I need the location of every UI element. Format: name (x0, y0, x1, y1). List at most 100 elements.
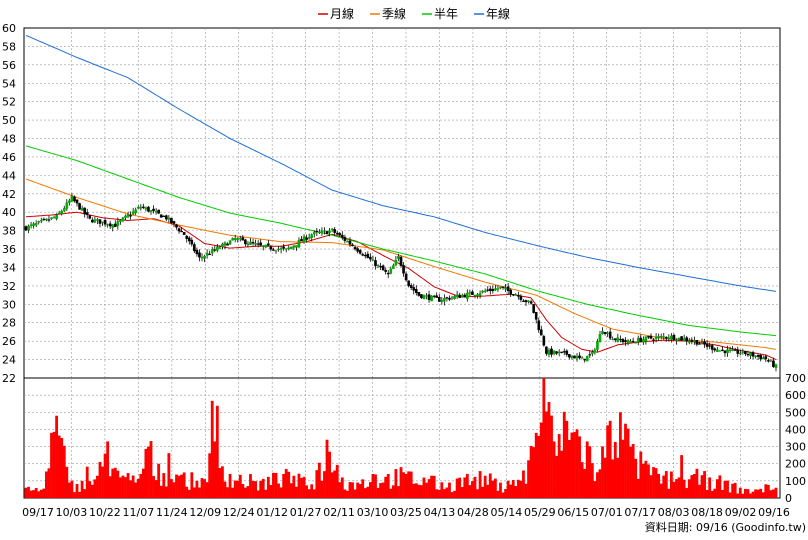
volume-bar (409, 471, 413, 498)
candle-body (42, 218, 46, 221)
volume-bar (338, 482, 342, 498)
candle-body (320, 230, 324, 234)
candle-body (134, 209, 137, 213)
candle-body (259, 242, 262, 246)
volume-bar (504, 488, 507, 498)
volume-bar (682, 479, 686, 498)
volume-bar (284, 468, 288, 498)
candle-body (126, 214, 130, 217)
volume-bar (37, 491, 41, 498)
candle-body (198, 252, 201, 258)
volume-bar (231, 487, 235, 498)
volume-bar (659, 483, 663, 498)
volume-bar (425, 482, 428, 498)
volume-bar (62, 445, 66, 498)
price-tick-label: 32 (2, 280, 16, 293)
volume-bar (565, 420, 569, 498)
volume-bar (391, 485, 395, 498)
candle-body (588, 354, 592, 356)
candle-body (165, 215, 168, 220)
volume-bar (60, 438, 64, 498)
volume-bar (330, 472, 334, 498)
candle-body (562, 351, 566, 353)
volume-bar (323, 471, 326, 498)
volume-bar (652, 467, 655, 498)
volume-bar (241, 484, 245, 498)
volume-bar (90, 484, 94, 498)
volume-bar (731, 483, 735, 498)
candle-body (619, 338, 622, 341)
candle-body (381, 265, 385, 271)
volume-bar (402, 472, 405, 498)
candle-body (343, 236, 347, 241)
candle-body (70, 196, 74, 202)
volume-bar (157, 463, 161, 498)
volume-bar (677, 477, 681, 498)
candle-body (754, 355, 757, 358)
volume-bar (754, 489, 757, 498)
volume-bar (356, 482, 360, 498)
candle-body (570, 355, 574, 358)
candle-body (573, 355, 576, 359)
candle-body (723, 350, 727, 354)
date-tick-label: 01/27 (290, 506, 322, 519)
candle-body (376, 265, 380, 267)
volume-bar (361, 479, 365, 498)
candle-body (624, 340, 627, 343)
volume-bar (756, 489, 760, 498)
volume-bar (596, 472, 599, 498)
price-tick-label: 48 (2, 133, 16, 146)
candle-body (124, 215, 127, 218)
candle-body (29, 224, 33, 226)
volume-bar (542, 378, 546, 498)
candle-body (139, 206, 143, 209)
candle-body (417, 292, 421, 296)
candle-body (565, 350, 569, 355)
candle-body (32, 223, 35, 226)
candle-body (369, 256, 372, 260)
candle-body (746, 353, 750, 356)
candle-body (585, 355, 589, 362)
candle-body (596, 341, 599, 350)
volume-bar (374, 474, 377, 498)
candle-body (481, 290, 484, 293)
candle-body (460, 295, 464, 297)
candle-body (545, 346, 548, 354)
candle-body (279, 248, 283, 250)
candle-body (552, 350, 556, 354)
price-tick-label: 46 (2, 151, 16, 164)
volume-bar (348, 482, 352, 498)
volume-bar (50, 432, 53, 498)
price-tick-label: 58 (2, 40, 16, 53)
volume-tick-label: 400 (785, 423, 806, 436)
candle-body (705, 343, 709, 347)
candle-body (213, 249, 217, 251)
volume-bar (664, 471, 668, 498)
volume-bar (394, 469, 398, 498)
candle-body (550, 348, 553, 355)
candle-body (710, 345, 714, 350)
volume-tick-label: 700 (785, 372, 806, 385)
volume-bar (254, 481, 257, 498)
volume-bar (83, 489, 87, 498)
volume-tick-label: 500 (785, 406, 806, 419)
legend-item: 季線 (370, 6, 406, 21)
volume-bar (144, 448, 148, 498)
candle-body (366, 253, 370, 259)
volume-bar (24, 487, 28, 498)
legend-label: 年線 (486, 6, 510, 21)
candle-body (698, 343, 701, 345)
volume-bar (465, 473, 469, 498)
candle-body (47, 219, 51, 221)
candle-body (328, 230, 331, 233)
candle-body (341, 234, 344, 238)
candle-body (185, 235, 189, 239)
candle-body (351, 244, 354, 247)
volume-bar (177, 475, 181, 498)
candle-body (759, 355, 762, 360)
volume-bar (277, 483, 280, 498)
volume-bar (555, 455, 559, 498)
volume-bar (468, 485, 472, 498)
volume-bar (499, 482, 502, 498)
